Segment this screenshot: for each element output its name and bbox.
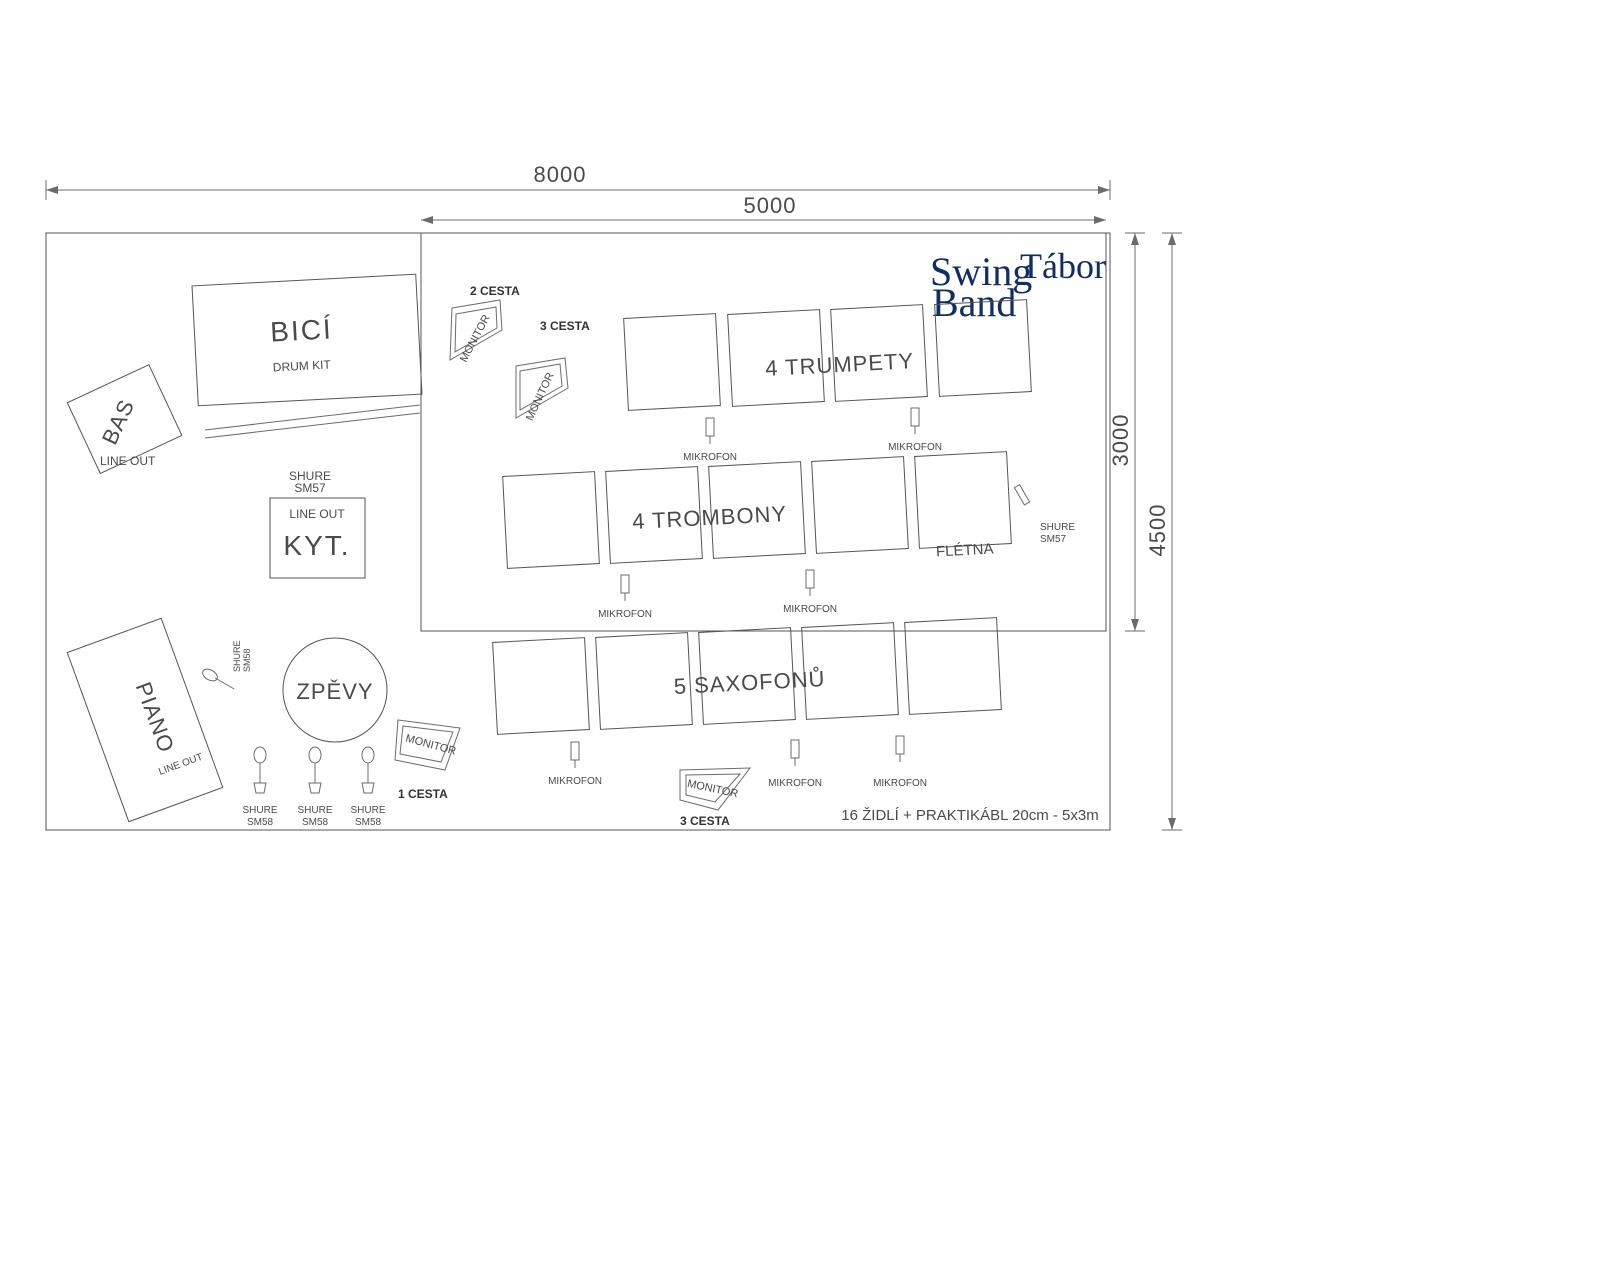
svg-text:SHURE: SHURE [242,805,277,816]
monitor-1: 2 CESTA MONITOR [450,284,520,364]
footer-text: 16 ŽIDLÍ + PRAKTIKÁBL 20cm - 5x3m [841,807,1098,824]
dimension-5000: 5000 [421,193,1106,224]
piano-label: PIANO [131,679,180,757]
trombony-row: 4 TROMBONY FLÉTNA SHURE SM57 MIKROFON MI… [503,452,1076,620]
svg-text:SM57: SM57 [294,481,326,495]
svg-text:MIKROFON: MIKROFON [888,442,942,453]
svg-text:SHURE: SHURE [350,805,385,816]
svg-text:SHURE: SHURE [1040,522,1075,533]
bici-sub: DRUM KIT [272,357,331,374]
logo-line2: Tábor [1020,246,1106,286]
zpevy-label: ZPĚVY [296,679,373,704]
kyt-line: LINE OUT [289,507,345,521]
svg-text:SM58: SM58 [242,648,252,672]
instrument-kyt: SHURE SM57 LINE OUT KYT. [270,469,365,578]
svg-text:3 CESTA: 3 CESTA [540,319,590,333]
piano-sub: LINE OUT [157,752,204,778]
monitor-4: MONITOR 3 CESTA [680,768,750,828]
dim-4500-label: 4500 [1145,504,1170,557]
monitor-3: MONITOR 1 CESTA [395,720,460,801]
svg-text:MIKROFON: MIKROFON [768,778,822,789]
dim-8000-label: 8000 [534,162,587,187]
svg-text:2 CESTA: 2 CESTA [470,284,520,298]
svg-text:3 CESTA: 3 CESTA [680,814,730,828]
instrument-bas: BAS LINE OUT [67,365,182,474]
bas-sub: LINE OUT [100,454,156,468]
saxofony-row: 5 SAXOFONŮ MIKROFON MIKROFON MIKROFON [493,618,1002,789]
kyt-label: KYT. [283,530,350,561]
svg-text:MIKROFON: MIKROFON [783,604,837,615]
vocal-mics: SHURE SM58 SHURE SM58 SHURE SM58 [242,747,385,828]
svg-text:SM57: SM57 [1040,534,1067,545]
svg-text:1 CESTA: 1 CESTA [398,787,448,801]
monitor-2: 3 CESTA MONITOR [516,319,590,423]
svg-text:MIKROFON: MIKROFON [873,778,927,789]
instrument-piano: PIANO LINE OUT SHURE SM58 [67,618,252,821]
bici-label: BICÍ [270,313,334,347]
instrument-zpevy: ZPĚVY [283,638,387,742]
svg-text:MIKROFON: MIKROFON [598,609,652,620]
svg-text:SHURE: SHURE [232,640,242,672]
sax-label: 5 SAXOFONŮ [673,666,826,699]
svg-text:MONITOR: MONITOR [524,371,557,423]
svg-text:SM58: SM58 [247,817,274,828]
dimension-4500: 4500 [1145,233,1182,830]
dim-3000-label: 3000 [1108,414,1133,467]
svg-text:MIKROFON: MIKROFON [683,452,737,463]
bas-label: BAS [97,395,140,448]
instrument-bici: BICÍ DRUM KIT [192,274,422,438]
trombony-label: 4 TROMBONY [632,501,788,534]
fletna-label: FLÉTNA [936,541,994,561]
svg-text:SHURE: SHURE [297,805,332,816]
dimension-3000: 3000 [1108,233,1145,631]
svg-text:SM58: SM58 [302,817,329,828]
svg-text:MONITOR: MONITOR [404,733,457,758]
trumpety-label: 4 TRUMPETY [765,348,915,381]
svg-text:SM58: SM58 [355,817,382,828]
dim-5000-label: 5000 [744,193,797,218]
dimension-8000: 8000 [46,162,1110,200]
svg-text:MIKROFON: MIKROFON [548,776,602,787]
